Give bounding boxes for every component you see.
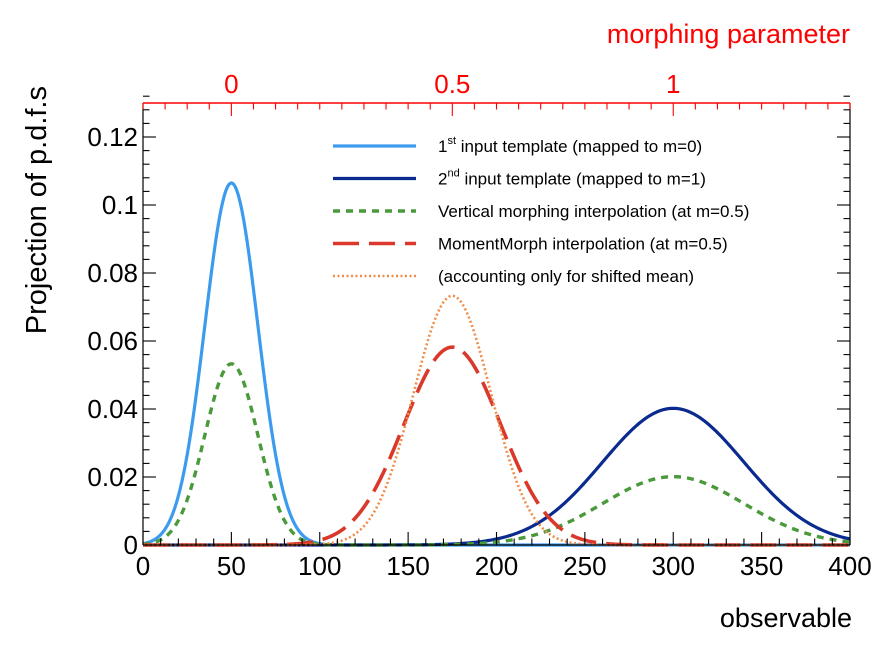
x-tick-label: 100 — [298, 551, 341, 581]
x-axis: 0 50 100 150 200 250 300 350 400 — [136, 532, 872, 581]
x-tick-label: 300 — [652, 551, 695, 581]
y-tick-label: 0.12 — [87, 122, 138, 152]
x-tick-label: 400 — [828, 551, 871, 581]
y-tick-label: 0.06 — [87, 326, 138, 356]
x-axis-label: observable — [720, 603, 852, 633]
x-tick-label: 200 — [475, 551, 518, 581]
top-tick-label: 0.5 — [434, 69, 470, 99]
top-axis: 0 0.5 1 — [142, 69, 851, 116]
top-tick-label: 0 — [224, 69, 238, 99]
y-tick-label: 0 — [124, 530, 138, 560]
legend-label-3: Vertical morphing interpolation (at m=0.… — [438, 202, 749, 221]
y-tick-label: 0.02 — [87, 462, 138, 492]
y-axis-label: Projection of p.d.f.s — [21, 86, 53, 334]
series-line-2 — [143, 406, 851, 547]
y-tick-label: 0.1 — [102, 190, 138, 220]
legend-label-5: (accounting only for shifted mean) — [438, 267, 694, 286]
x-tick-label: 150 — [386, 551, 429, 581]
x-tick-label: 0 — [136, 551, 150, 581]
top-tick-label: 1 — [666, 69, 680, 99]
top-axis-label: morphing parameter — [607, 19, 850, 49]
x-tick-label: 250 — [563, 551, 606, 581]
legend-label-4: MomentMorph interpolation (at m=0.5) — [438, 235, 728, 254]
series-line-5 — [143, 294, 850, 547]
y-axis: 0 0.02 0.04 0.06 0.08 0.1 0.12 — [87, 95, 850, 560]
y-tick-label: 0.08 — [87, 258, 138, 288]
legend-label-1: 1st input template (mapped to m=0) — [438, 135, 702, 156]
x-tick-label: 50 — [217, 551, 246, 581]
y-tick-label: 0.04 — [87, 394, 138, 424]
series-line-4 — [142, 345, 851, 547]
legend: 1st input template (mapped to m=0) 2nd in… — [333, 135, 749, 286]
x-tick-label: 350 — [740, 551, 783, 581]
series-line-3 — [142, 362, 851, 547]
legend-label-2: 2nd input template (mapped to m=1) — [438, 168, 706, 189]
